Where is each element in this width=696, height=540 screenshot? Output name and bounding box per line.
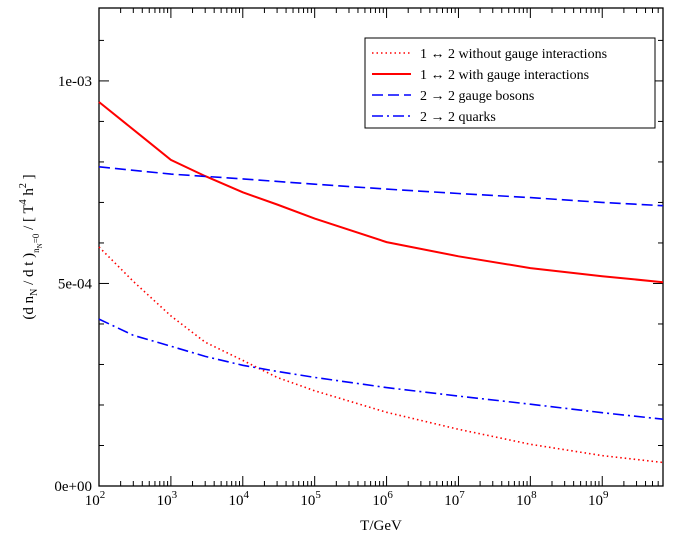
series-group — [98, 101, 664, 464]
x-tick-label: 108 — [516, 489, 537, 509]
x-tick-label: 109 — [588, 489, 609, 509]
axis-ticks — [98, 8, 663, 487]
x-tick-label: 105 — [300, 489, 321, 509]
y-tick-label: 1e-03 — [58, 74, 92, 90]
series-line-2 — [98, 101, 664, 284]
x-axis-label: T/GeV — [360, 518, 402, 534]
y-tick-label: 0e+00 — [54, 479, 92, 495]
legend-box — [364, 37, 656, 129]
y-axis-label: (d nN / d t )nN=0 / [ T4 h2 ] — [18, 174, 44, 319]
tick-labels: 102 103 104 105 106 107 108 109 0e+00 5e-04 1e-03 — [54, 74, 609, 509]
x-tick-label: 102 — [85, 489, 106, 509]
legend-label-4: 2 → 2 quarks — [420, 110, 496, 125]
series-line-3 — [98, 166, 664, 207]
x-tick-label: 107 — [444, 489, 465, 509]
x-tick-label: 103 — [157, 489, 178, 509]
legend-label-3: 2 → 2 gauge bosons — [420, 89, 534, 104]
legend-label-2: 1 ↔ 2 with gauge interactions — [420, 68, 589, 83]
series-line-1 — [98, 246, 664, 464]
legend-label-1: 1 ↔ 2 without gauge interactions — [420, 47, 607, 62]
x-tick-label: 106 — [372, 489, 393, 509]
y-tick-label: 5e-04 — [58, 276, 93, 292]
series-line-4 — [98, 318, 664, 420]
x-tick-label: 104 — [229, 489, 250, 509]
legend: 1 ↔ 2 without gauge interactions 1 ↔ 2 wi… — [364, 37, 656, 129]
